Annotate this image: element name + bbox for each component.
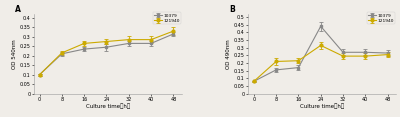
Text: B: B [229,5,235,14]
Y-axis label: OD 540nm: OD 540nm [12,39,17,69]
Y-axis label: OD 490nm: OD 490nm [226,39,231,69]
X-axis label: Culture time（h）: Culture time（h） [86,103,130,109]
X-axis label: Culture time（h）: Culture time（h） [300,103,344,109]
Legend: 10379, 121940: 10379, 121940 [152,12,181,24]
Text: A: A [15,5,21,14]
Legend: 10379, 121940: 10379, 121940 [367,12,395,24]
